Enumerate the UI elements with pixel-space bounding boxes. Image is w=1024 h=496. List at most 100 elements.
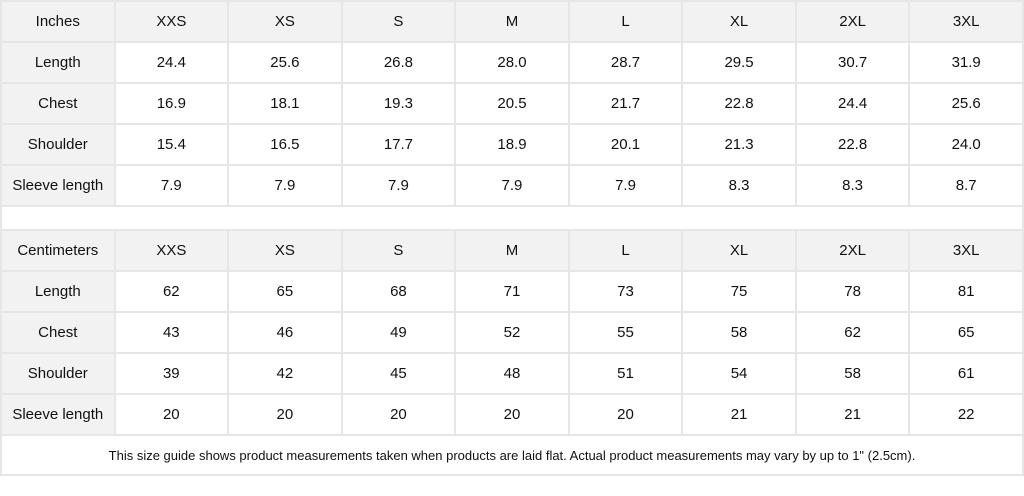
measurement-value: 24.4	[794, 82, 911, 125]
measurement-value: 18.9	[454, 123, 570, 166]
measurement-label: Shoulder	[0, 123, 116, 166]
measurement-value: 48	[454, 352, 570, 395]
measurement-value: 7.9	[227, 164, 343, 207]
measurement-value: 25.6	[227, 41, 343, 84]
measurement-value: 20.5	[454, 82, 570, 125]
centimeters-header-row: Centimeters XXS XS S M L XL 2XL 3XL	[0, 229, 1024, 272]
measurement-value: 30.7	[794, 41, 911, 84]
note-row: This size guide shows product measuremen…	[0, 434, 1024, 476]
measurement-value: 16.5	[227, 123, 343, 166]
size-header: 2XL	[794, 229, 911, 272]
inches-row: Chest 16.9 18.1 19.3 20.5 21.7 22.8 24.4 25.6	[0, 82, 1024, 125]
size-header: M	[454, 229, 570, 272]
centimeters-row: Chest 43 46 49 52 55 58 62 65	[0, 311, 1024, 354]
measurement-value: 8.7	[908, 164, 1024, 207]
size-guide-note: This size guide shows product measuremen…	[0, 434, 1024, 476]
measurement-value: 65	[227, 270, 343, 313]
measurement-value: 7.9	[340, 164, 457, 207]
measurement-value: 75	[681, 270, 797, 313]
measurement-label: Chest	[0, 82, 116, 125]
measurement-value: 22	[908, 393, 1024, 436]
measurement-value: 7.9	[567, 164, 684, 207]
measurement-value: 16.9	[113, 82, 230, 125]
measurement-value: 61	[908, 352, 1024, 395]
spacer-cell	[0, 205, 1024, 231]
measurement-value: 17.7	[340, 123, 457, 166]
measurement-label: Sleeve length	[0, 393, 116, 436]
measurement-value: 21.7	[567, 82, 684, 125]
measurement-value: 45	[340, 352, 457, 395]
measurement-label: Sleeve length	[0, 164, 116, 207]
size-header: L	[567, 0, 684, 43]
measurement-value: 26.8	[340, 41, 457, 84]
measurement-value: 58	[681, 311, 797, 354]
measurement-label: Length	[0, 270, 116, 313]
measurement-value: 58	[794, 352, 911, 395]
size-header: XXS	[113, 0, 230, 43]
measurement-value: 62	[113, 270, 230, 313]
inches-row: Shoulder 15.4 16.5 17.7 18.9 20.1 21.3 22.8 24.0	[0, 123, 1024, 166]
measurement-value: 24.4	[113, 41, 230, 84]
measurement-value: 28.0	[454, 41, 570, 84]
centimeters-row: Shoulder 39 42 45 48 51 54 58 61	[0, 352, 1024, 395]
measurement-value: 15.4	[113, 123, 230, 166]
centimeters-row: Length 62 65 68 71 73 75 78 81	[0, 270, 1024, 313]
measurement-value: 22.8	[681, 82, 797, 125]
size-header: 3XL	[908, 229, 1024, 272]
measurement-value: 19.3	[340, 82, 457, 125]
inches-row: Length 24.4 25.6 26.8 28.0 28.7 29.5 30.7 31.9	[0, 41, 1024, 84]
measurement-value: 20	[113, 393, 230, 436]
size-header: XS	[227, 0, 343, 43]
measurement-value: 71	[454, 270, 570, 313]
measurement-value: 20	[340, 393, 457, 436]
measurement-value: 52	[454, 311, 570, 354]
measurement-value: 42	[227, 352, 343, 395]
measurement-value: 54	[681, 352, 797, 395]
measurement-value: 28.7	[567, 41, 684, 84]
size-header: S	[340, 0, 457, 43]
measurement-label: Shoulder	[0, 352, 116, 395]
measurement-value: 68	[340, 270, 457, 313]
size-header: XS	[227, 229, 343, 272]
inches-row: Sleeve length 7.9 7.9 7.9 7.9 7.9 8.3 8.3 8.7	[0, 164, 1024, 207]
measurement-value: 62	[794, 311, 911, 354]
measurement-value: 21.3	[681, 123, 797, 166]
measurement-value: 65	[908, 311, 1024, 354]
size-header: XL	[681, 0, 797, 43]
measurement-value: 21	[794, 393, 911, 436]
size-header: L	[567, 229, 684, 272]
size-header: XXS	[113, 229, 230, 272]
measurement-value: 20.1	[567, 123, 684, 166]
measurement-value: 55	[567, 311, 684, 354]
measurement-value: 18.1	[227, 82, 343, 125]
measurement-value: 43	[113, 311, 230, 354]
measurement-value: 8.3	[794, 164, 911, 207]
measurement-value: 22.8	[794, 123, 911, 166]
measurement-value: 31.9	[908, 41, 1024, 84]
measurement-value: 29.5	[681, 41, 797, 84]
spacer-row	[0, 205, 1024, 231]
size-header: M	[454, 0, 570, 43]
size-header: 3XL	[908, 0, 1024, 43]
measurement-value: 20	[567, 393, 684, 436]
inches-header-row: Inches XXS XS S M L XL 2XL 3XL	[0, 0, 1024, 43]
measurement-value: 49	[340, 311, 457, 354]
measurement-label: Chest	[0, 311, 116, 354]
measurement-label: Length	[0, 41, 116, 84]
measurement-value: 39	[113, 352, 230, 395]
measurement-value: 73	[567, 270, 684, 313]
measurement-value: 81	[908, 270, 1024, 313]
measurement-value: 78	[794, 270, 911, 313]
size-header: XL	[681, 229, 797, 272]
size-chart-table: Inches XXS XS S M L XL 2XL 3XL Length 24.4 25.6 26.8…	[0, 0, 1024, 476]
centimeters-row: Sleeve length 20 20 20 20 20 21 21 22	[0, 393, 1024, 436]
measurement-value: 7.9	[454, 164, 570, 207]
size-header: S	[340, 229, 457, 272]
measurement-value: 7.9	[113, 164, 230, 207]
measurement-value: 25.6	[908, 82, 1024, 125]
measurement-value: 46	[227, 311, 343, 354]
measurement-value: 8.3	[681, 164, 797, 207]
measurement-value: 21	[681, 393, 797, 436]
measurement-value: 24.0	[908, 123, 1024, 166]
size-header: 2XL	[794, 0, 911, 43]
